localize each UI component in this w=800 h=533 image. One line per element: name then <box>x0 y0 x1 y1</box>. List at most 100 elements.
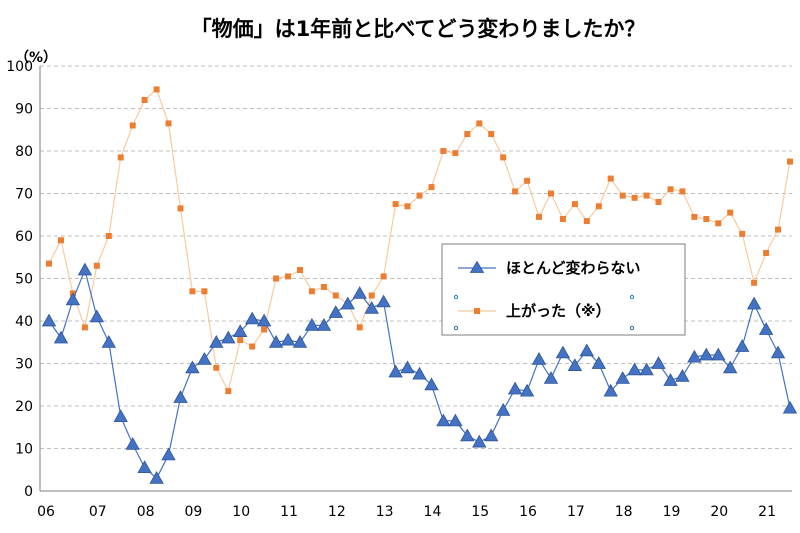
series-line <box>48 88 791 393</box>
data-point <box>77 262 93 276</box>
data-point <box>292 334 308 348</box>
data-point <box>571 201 578 208</box>
data-point <box>519 383 535 397</box>
data-point <box>531 351 547 365</box>
data-point <box>213 364 220 371</box>
data-point <box>775 226 781 233</box>
data-point <box>691 213 698 220</box>
data-point <box>237 337 244 344</box>
data-point <box>543 371 559 384</box>
data-point <box>149 470 164 484</box>
data-point <box>548 190 554 197</box>
data-point <box>555 345 571 359</box>
axes <box>39 66 792 492</box>
data-point <box>117 154 124 161</box>
x-axis-ticks: 06 07 08 09 10 11 12 13 14 15 16 17 18 19 20 21 <box>37 504 776 520</box>
x-tick-label: 08 <box>137 504 155 520</box>
y-tick-label: 100 <box>6 59 33 75</box>
x-tick-label: 13 <box>376 504 394 520</box>
data-point <box>763 250 770 256</box>
data-point <box>496 402 511 416</box>
data-point <box>125 436 140 450</box>
x-tick-label: 15 <box>471 504 489 520</box>
data-point <box>380 273 387 280</box>
data-point <box>424 377 439 391</box>
x-tick-label: 20 <box>710 504 728 520</box>
data-point <box>364 300 379 314</box>
data-point <box>782 400 798 414</box>
x-tick-label: 11 <box>280 504 298 520</box>
legend-handle-tr <box>629 294 635 300</box>
data-point <box>746 296 762 310</box>
legend-label-series1: ほとんど変わらない <box>506 259 641 277</box>
data-point <box>320 284 327 290</box>
data-point <box>297 267 303 273</box>
y-tick-label: 20 <box>15 399 33 415</box>
data-point <box>643 192 650 199</box>
data-point <box>368 292 375 299</box>
data-point <box>524 177 531 184</box>
data-point <box>627 362 642 376</box>
y-tick-label: 40 <box>15 314 33 330</box>
data-point <box>631 194 638 201</box>
data-point <box>416 192 423 199</box>
data-point <box>340 296 355 310</box>
data-point <box>53 330 69 344</box>
data-point <box>607 175 614 182</box>
y-tick-label: 0 <box>24 484 33 500</box>
data-point <box>715 220 722 227</box>
data-point <box>165 120 172 127</box>
data-point <box>161 447 176 461</box>
data-point <box>249 343 256 350</box>
x-tick-label: 10 <box>232 504 250 520</box>
data-point <box>81 324 88 331</box>
data-point <box>221 330 236 344</box>
data-point <box>137 460 152 474</box>
data-point <box>751 279 758 286</box>
data-point <box>436 413 451 427</box>
y-tick-label: 70 <box>15 187 33 203</box>
data-point <box>392 201 399 208</box>
data-point <box>233 324 248 338</box>
data-point <box>675 368 690 382</box>
data-point <box>201 288 208 295</box>
legend: ほとんど変わらない 上がった（※） <box>441 243 686 336</box>
data-point <box>105 233 112 239</box>
data-point <box>472 434 487 448</box>
y-tick-label: 60 <box>15 229 33 245</box>
y-tick-label: 50 <box>15 272 33 288</box>
data-point <box>404 203 411 210</box>
data-point <box>316 317 332 331</box>
data-point <box>101 334 116 348</box>
data-point <box>770 345 786 359</box>
legend-label-series2: 上がった（※） <box>506 302 611 320</box>
legend-handle-br <box>629 325 635 331</box>
data-point <box>735 339 750 352</box>
data-point <box>507 381 523 395</box>
data-point <box>185 360 200 374</box>
data-point <box>93 262 100 269</box>
data-point <box>460 428 475 442</box>
x-tick-label: 06 <box>37 504 55 520</box>
legend-handle-bl <box>453 325 459 331</box>
data-point <box>376 294 391 308</box>
data-point <box>512 188 519 195</box>
data-point <box>739 230 746 237</box>
data-point <box>141 97 148 103</box>
legend-handle-tl <box>453 294 459 300</box>
data-point <box>245 311 260 325</box>
data-point <box>655 199 662 205</box>
data-point <box>332 292 339 299</box>
data-point <box>679 188 686 195</box>
data-point <box>758 322 774 335</box>
data-point <box>400 360 415 374</box>
data-point <box>58 237 64 244</box>
data-point <box>663 373 678 386</box>
data-point <box>46 260 52 267</box>
data-point <box>41 313 57 327</box>
data-point <box>651 356 666 369</box>
x-tick-label: 21 <box>758 504 776 520</box>
data-point <box>273 275 280 282</box>
data-point <box>268 334 284 348</box>
